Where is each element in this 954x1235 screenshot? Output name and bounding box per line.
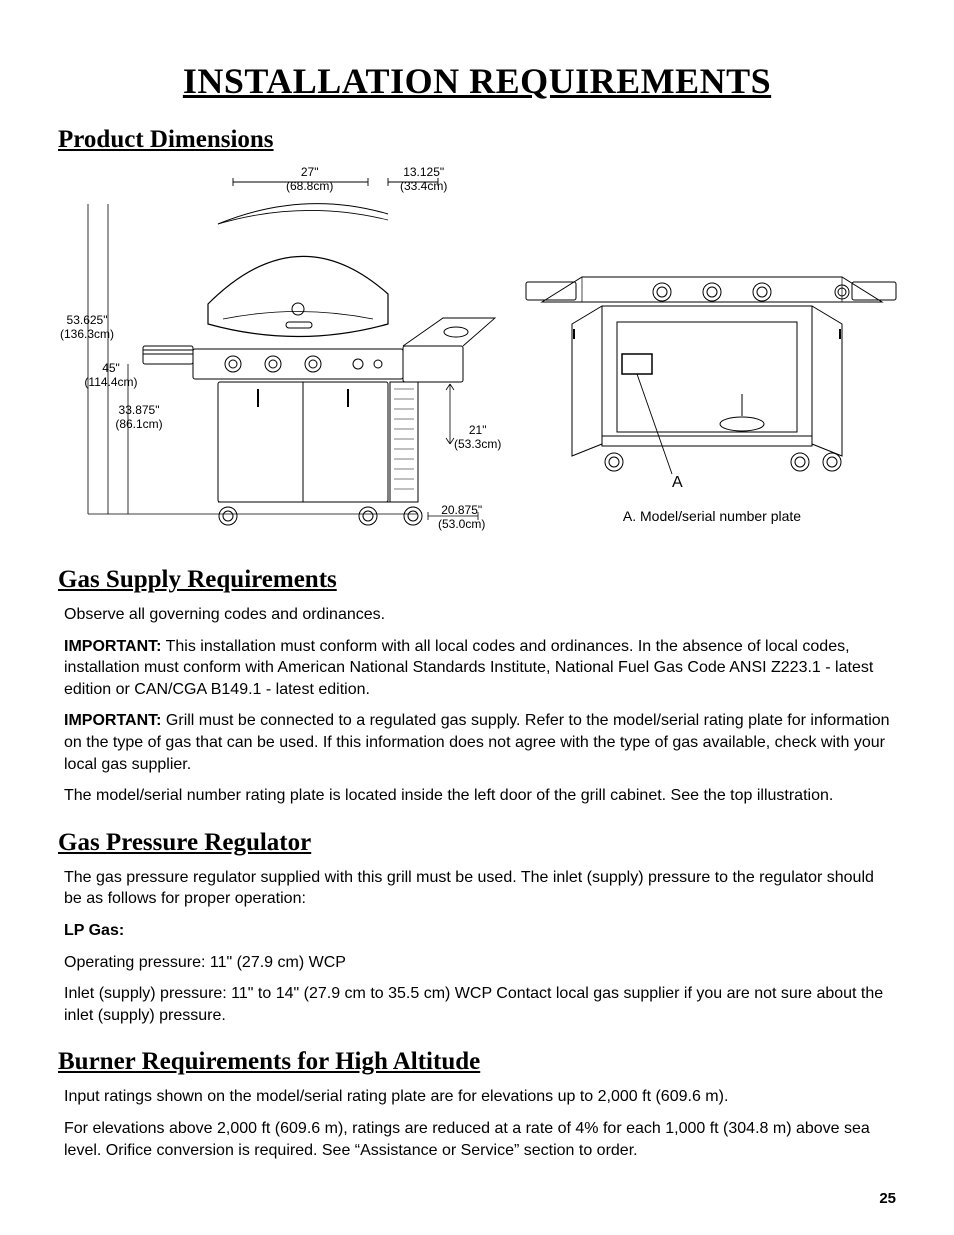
diagram-row: 27" (68.8cm) 13.125" (33.4cm) 53.625" (1… bbox=[58, 164, 896, 544]
serial-plate-diagram: A A. Model/serial number plate bbox=[522, 164, 902, 544]
grill-front-svg bbox=[58, 164, 498, 544]
inlet-pressure: Inlet (supply) pressure: 11" to 14" (27.… bbox=[64, 983, 890, 1026]
section-regulator: Gas Pressure Regulator bbox=[58, 829, 896, 857]
altitude-p1: Input ratings shown on the model/serial … bbox=[64, 1086, 890, 1108]
product-dimensions-diagram: 27" (68.8cm) 13.125" (33.4cm) 53.625" (1… bbox=[58, 164, 498, 544]
callout-letter: A bbox=[672, 474, 683, 492]
section-product-dimensions: Product Dimensions bbox=[58, 126, 896, 154]
dim-height-tall: 53.625" (136.3cm) bbox=[58, 314, 116, 342]
dim-top-depth: 13.125" (33.4cm) bbox=[400, 166, 447, 194]
gas-supply-important-1: IMPORTANT: This installation must confor… bbox=[64, 636, 890, 701]
altitude-p2: For elevations above 2,000 ft (609.6 m),… bbox=[64, 1118, 890, 1161]
important-label-2: IMPORTANT: bbox=[64, 712, 161, 729]
regulator-p1: The gas pressure regulator supplied with… bbox=[64, 867, 890, 910]
important-text-2: Grill must be connected to a regulated g… bbox=[64, 712, 890, 772]
grill-open-svg bbox=[522, 164, 902, 504]
callout-caption: A. Model/serial number plate bbox=[522, 508, 902, 524]
important-label-1: IMPORTANT: bbox=[64, 638, 161, 655]
dim-height-mid: 45" (114.4cm) bbox=[84, 362, 138, 390]
page-number: 25 bbox=[879, 1190, 896, 1207]
operating-pressure: Operating pressure: 11" (27.9 cm) WCP bbox=[64, 952, 890, 974]
gas-supply-important-2: IMPORTANT: Grill must be connected to a … bbox=[64, 710, 890, 775]
important-text-1: This installation must conform with all … bbox=[64, 638, 873, 698]
dim-height-low: 33.875" (86.1cm) bbox=[110, 404, 168, 432]
dim-top-width: 27" (68.8cm) bbox=[286, 166, 333, 194]
section-gas-supply: Gas Supply Requirements bbox=[58, 566, 896, 594]
section-altitude: Burner Requirements for High Altitude bbox=[58, 1048, 896, 1076]
lp-gas-label: LP Gas: bbox=[64, 920, 890, 942]
page-title: INSTALLATION REQUIREMENTS bbox=[58, 60, 896, 102]
dim-base-depth: 20.875" (53.0cm) bbox=[438, 504, 485, 532]
gas-supply-p1: Observe all governing codes and ordinanc… bbox=[64, 604, 890, 626]
dim-depth-right: 21" (53.3cm) bbox=[454, 424, 501, 452]
gas-supply-p2: The model/serial number rating plate is … bbox=[64, 785, 890, 807]
